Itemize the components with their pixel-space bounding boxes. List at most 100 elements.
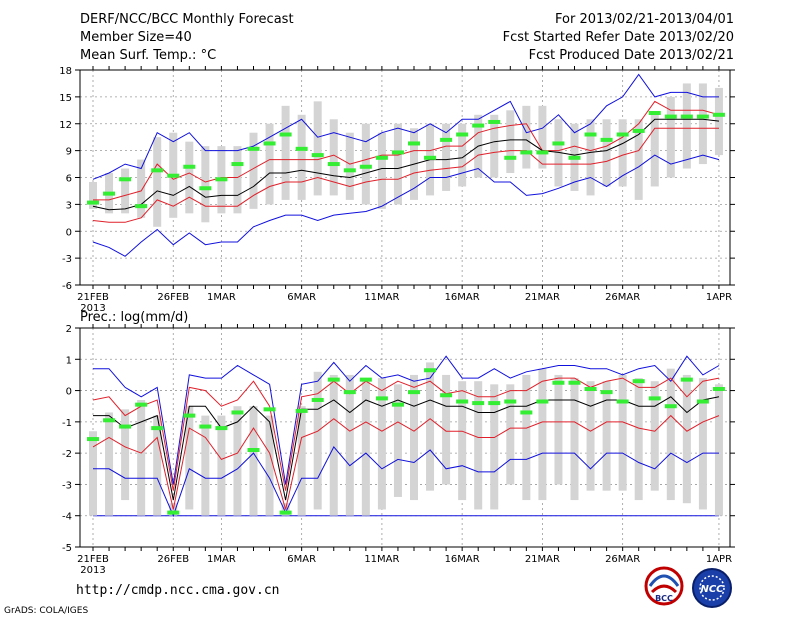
temp-ensemble-box [634,119,643,200]
prec-member-mark [648,396,661,401]
temp-member-mark [311,153,324,158]
temp-member-mark [183,164,196,169]
temp-member-mark [424,155,437,160]
temp-member-mark [279,132,292,137]
prec-member-mark [712,387,725,392]
prec-member-mark [135,402,148,407]
temp-ensemble-box [442,123,451,191]
temp-member-mark [712,112,725,117]
temp-ensemble-box [361,123,370,205]
temp-ensemble-box [345,132,354,200]
prec-xtick-label: 21MAR [525,554,560,565]
prec-ensemble-box [217,415,226,516]
temp-member-mark [103,191,116,196]
prec-ensemble-box [201,415,210,516]
temp-xtick-label: 1APR [706,292,732,303]
temp-member-mark [664,114,677,119]
prec-member-mark [103,418,116,423]
temp-inner-high-line [93,100,720,201]
variable-label: Mean Surf. Temp.: °C [80,48,217,63]
prec-member-mark [616,399,629,404]
temp-ensemble-box [281,105,290,200]
chart-title: DERF/NCC/BCC Monthly Forecast [80,12,294,27]
temp-outer-low-line [92,154,720,257]
temp-ytick-label: 0 [66,227,72,238]
temp-ensemble-box [201,146,210,223]
prec-member-mark [167,510,180,515]
temp-ensemble-box [329,119,338,196]
prec-ensemble-box [233,406,242,516]
prec-member-mark [472,401,485,406]
prec-ensemble-box [634,378,643,501]
prec-member-mark [359,377,372,382]
prec-ensemble-box [714,384,723,516]
logos: BCC NCC [644,566,732,608]
prec-member-mark [696,399,709,404]
temp-ensemble-box [121,168,130,214]
prec-member-mark [311,397,324,402]
bcc-logo-icon: BCC [644,566,684,606]
temp-member-mark [440,137,453,142]
temp-member-mark [359,164,372,169]
temp-ensemble-box [137,159,146,218]
prec-xtick-label: 21FEB [77,554,109,565]
ncc-logo-text: NCC [700,584,724,595]
temp-member-mark [568,155,581,160]
prec-ensemble-box [570,378,579,501]
temp-member-mark [520,150,533,155]
fcst-started-date: Fcst Started Refer Date 2013/02/20 [502,30,734,45]
prec-ytick-label: -2 [62,449,72,460]
prec-member-mark [199,424,212,429]
prec-ytick-label: -1 [62,418,72,429]
prec-xtick-label: 26FEB [157,554,189,565]
temp-ensemble-box [297,114,306,200]
prec-member-mark [279,510,292,515]
prec-ensemble-box [313,371,322,510]
temp-member-mark [375,155,388,160]
member-size: Member Size=40 [80,30,192,45]
prec-ensemble-box [666,368,675,501]
prec-ensemble-box [121,409,130,501]
prec-ensemble-box [153,415,162,516]
temp-ytick-label: -3 [62,254,72,265]
temp-ensemble-box [522,105,531,169]
temp-ensemble-box [249,132,258,209]
temp-member-mark [247,146,260,151]
prec-member-mark [600,390,613,395]
prec-ensemble-box [377,378,386,510]
temp-member-mark [504,155,517,160]
prec-ensemble-box [345,374,354,516]
temp-ytick-label: 9 [66,147,72,158]
prec-ensemble-box [137,399,146,516]
temp-member-mark [327,162,340,167]
temp-member-mark [408,141,420,146]
temp-member-mark [616,132,629,137]
temp-ensemble-box [602,119,611,187]
temp-member-mark [488,119,501,124]
prec-member-mark [215,426,228,431]
temp-year-label: 2013 [80,303,105,314]
temp-member-mark [215,177,228,182]
temp-member-mark [632,128,645,133]
prec-member-mark [504,399,517,404]
prec-member-mark [391,402,404,407]
prec-mean-line [93,396,720,501]
prec-member-mark [375,396,388,401]
temp-ensemble-box [666,96,675,178]
temp-member-mark [456,132,469,137]
temp-ensemble-box [490,114,499,178]
temp-ensemble-box [233,146,242,214]
temp-xtick-label: 11MAR [364,292,399,303]
prec-member-mark [343,390,356,395]
temp-member-mark [552,141,565,146]
prec-member-mark [680,377,693,382]
prec-plot-frame [79,327,731,548]
prec-member-mark [536,399,549,404]
prec-ensemble-box [554,374,563,485]
prec-ensemble-box [506,384,515,485]
prec-xtick-label: 16MAR [445,554,480,565]
temp-ensemble-box [393,123,402,205]
temp-ensemble-box [313,101,322,196]
prec-ensemble-box [442,374,451,485]
temp-xtick-label: 26FEB [157,292,189,303]
